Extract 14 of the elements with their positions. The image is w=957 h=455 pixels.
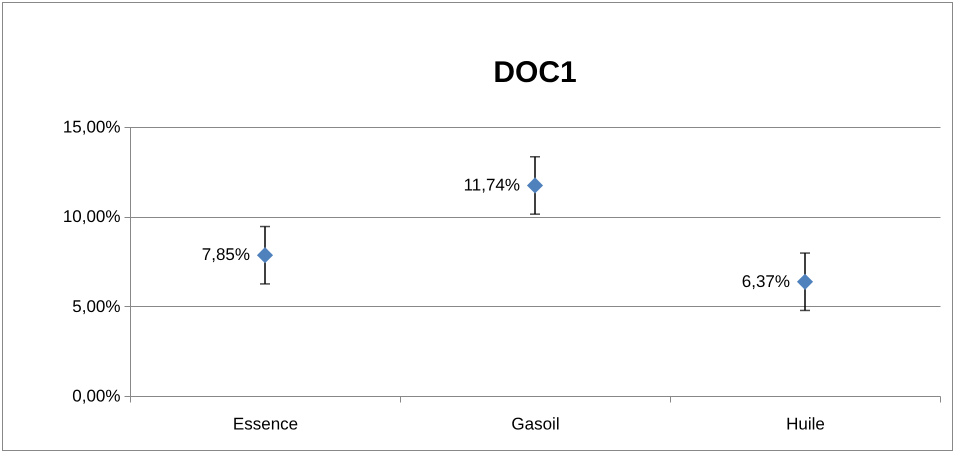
point — [796, 274, 814, 290]
y-tick-label: 15,00% — [62, 118, 120, 136]
point — [256, 247, 274, 264]
y-tick-label: 0,00% — [72, 386, 120, 406]
data-label: 11,74% — [464, 175, 520, 194]
chart-title: DOC1 — [493, 56, 577, 89]
x-tick-label: Huile — [786, 414, 825, 434]
data-label: 6,37% — [742, 272, 790, 291]
point — [526, 177, 544, 194]
y-tick-label: 5,00% — [72, 296, 120, 316]
y-tick-label: 10,00% — [62, 207, 120, 226]
x-tick-label: Gasoil — [511, 414, 560, 434]
x-tick-label: Essence — [232, 414, 298, 434]
data-label: 7,85% — [202, 245, 250, 264]
